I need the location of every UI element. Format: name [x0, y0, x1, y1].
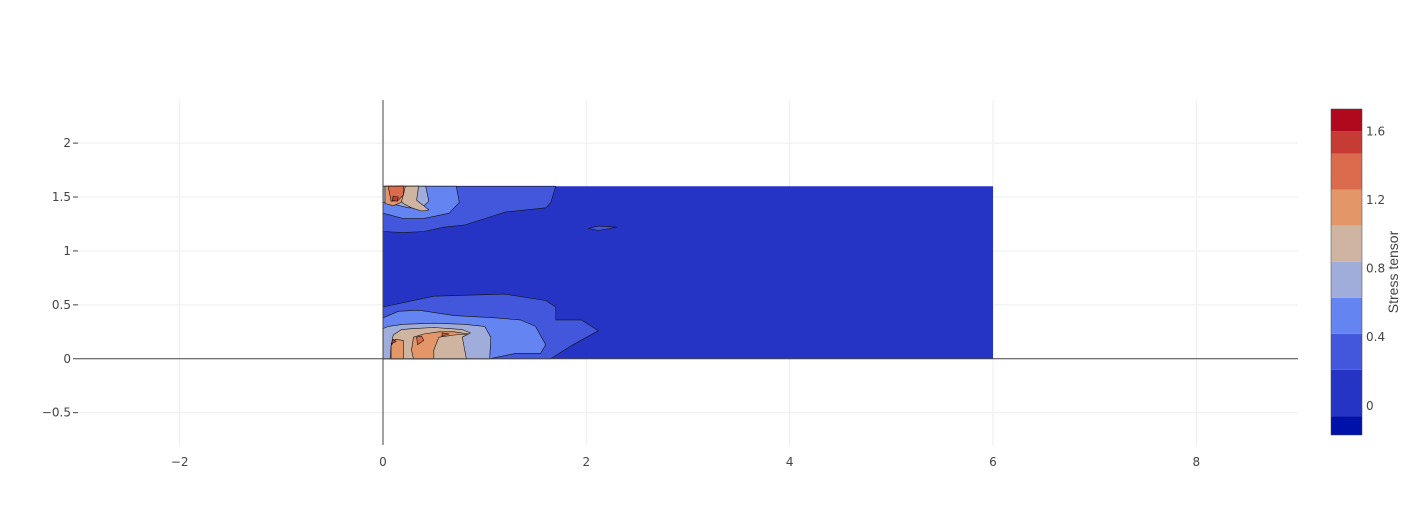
colorbar-tick-label: 0.8: [1366, 262, 1385, 276]
x-tick-label: −2: [171, 455, 189, 469]
contour-region-level-7: [387, 185, 404, 202]
colorbar-band: [1331, 153, 1362, 190]
colorbar-band: [1331, 297, 1362, 334]
colorbar-band: [1331, 333, 1362, 370]
colorbar-band: [1331, 131, 1362, 154]
y-tick-label: −0.5: [42, 406, 71, 420]
y-tick-label: 0.5: [52, 298, 71, 312]
colorbar-band: [1331, 109, 1362, 132]
colorbar-title: Stress tensor: [1385, 230, 1401, 313]
contour-region-level-6: [411, 331, 469, 360]
x-tick-label: 0: [379, 455, 387, 469]
x-tick-label: 4: [786, 455, 794, 469]
x-axis-ticks: −2 0 2 4 6 8: [171, 455, 1200, 469]
contour-region-level-7: [416, 335, 425, 346]
colorbar-band: [1331, 369, 1362, 417]
y-tick-label: 1: [63, 244, 71, 258]
y-axis-ticks: −0.5 0 0.5 1 1.5 2: [42, 136, 78, 420]
contour-region-level-8: [391, 195, 399, 202]
y-tick-label: 0: [63, 352, 71, 366]
axes: [78, 100, 1298, 445]
contour-region-level-7: [441, 332, 450, 337]
colorbar-tick-label: 1.6: [1366, 124, 1385, 138]
colorbar-band: [1331, 189, 1362, 226]
y-tick-label: 2: [63, 136, 71, 150]
colorbar-band: [1331, 225, 1362, 262]
x-tick-label: 6: [989, 455, 997, 469]
colorbar: [1330, 108, 1363, 436]
colorbar-band: [1331, 416, 1362, 435]
contour-region-level-8: [390, 338, 397, 345]
contour-regions: [382, 185, 993, 360]
contour-region-level-2: [588, 225, 618, 231]
colorbar-tick-label: 0: [1366, 399, 1374, 413]
x-tick-label: 8: [1193, 455, 1201, 469]
colorbar-tick-label: 0.4: [1366, 330, 1385, 344]
colorbar-tick-label: 1.2: [1366, 193, 1385, 207]
colorbar-ticks: 0 0.4 0.8 1.2 1.6: [1366, 124, 1385, 413]
y-tick-label: 1.5: [52, 190, 71, 204]
colorbar-outline: [1330, 108, 1363, 436]
colorbar-band: [1331, 261, 1362, 298]
x-tick-label: 2: [583, 455, 591, 469]
